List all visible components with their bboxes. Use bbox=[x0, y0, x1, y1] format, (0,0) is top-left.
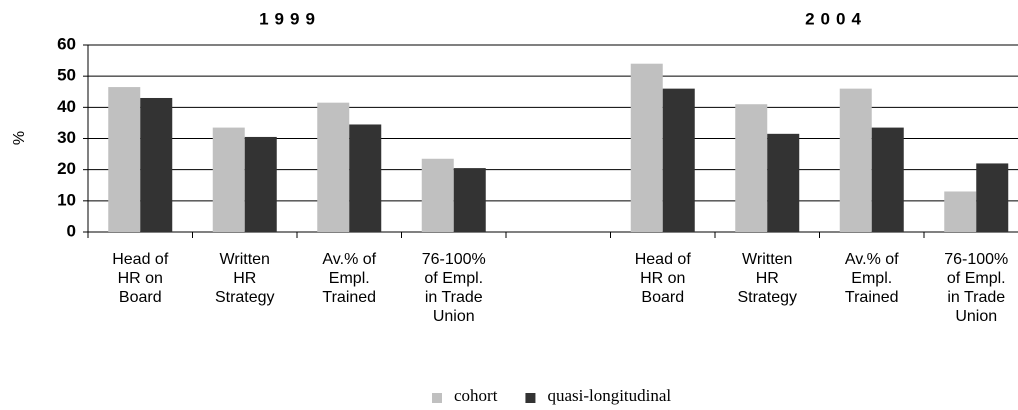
y-tick-label: 20 bbox=[57, 159, 76, 178]
x-tick-label: 76-100% of Empl. in Trade Union bbox=[421, 251, 486, 325]
bar bbox=[140, 97, 173, 232]
group-title: 2004 bbox=[805, 9, 867, 28]
group-title: 1999 bbox=[259, 9, 321, 28]
bar bbox=[735, 104, 768, 232]
bar bbox=[944, 191, 977, 232]
y-tick-label: 50 bbox=[57, 66, 76, 85]
bar bbox=[839, 88, 872, 232]
bar bbox=[108, 87, 141, 232]
bar bbox=[871, 127, 904, 232]
bar bbox=[421, 158, 454, 232]
bar bbox=[976, 163, 1009, 232]
legend-swatch bbox=[525, 393, 536, 403]
x-tick-label: Written HR Strategy bbox=[214, 251, 275, 306]
x-tick-label: Head of HR on Board bbox=[634, 251, 691, 306]
bar bbox=[767, 133, 800, 232]
x-tick-label: Av.% of Empl. Trained bbox=[844, 251, 899, 306]
bar bbox=[630, 63, 663, 233]
y-tick-label: 0 bbox=[67, 221, 76, 240]
bar bbox=[212, 127, 245, 232]
legend-swatch bbox=[432, 393, 442, 403]
x-tick-label: Written HR Strategy bbox=[737, 251, 798, 306]
legend-label: quasi-longitudinal bbox=[547, 386, 671, 405]
bar bbox=[244, 136, 277, 232]
y-tick-label: 30 bbox=[57, 128, 76, 147]
y-tick-label: 40 bbox=[57, 97, 76, 116]
bar bbox=[349, 124, 382, 232]
x-tick-label: 76-100% of Empl. in Trade Union bbox=[944, 251, 1009, 325]
y-tick-label: 60 bbox=[57, 34, 76, 53]
x-tick-label: Av.% of Empl. Trained bbox=[322, 251, 377, 306]
bar bbox=[453, 168, 486, 232]
bar bbox=[662, 88, 695, 232]
x-tick-label: Head of HR on Board bbox=[112, 251, 169, 306]
legend-label: cohort bbox=[454, 386, 498, 405]
y-tick-label: 10 bbox=[57, 190, 76, 209]
bar bbox=[317, 102, 350, 233]
y-axis-label: % bbox=[11, 131, 28, 145]
